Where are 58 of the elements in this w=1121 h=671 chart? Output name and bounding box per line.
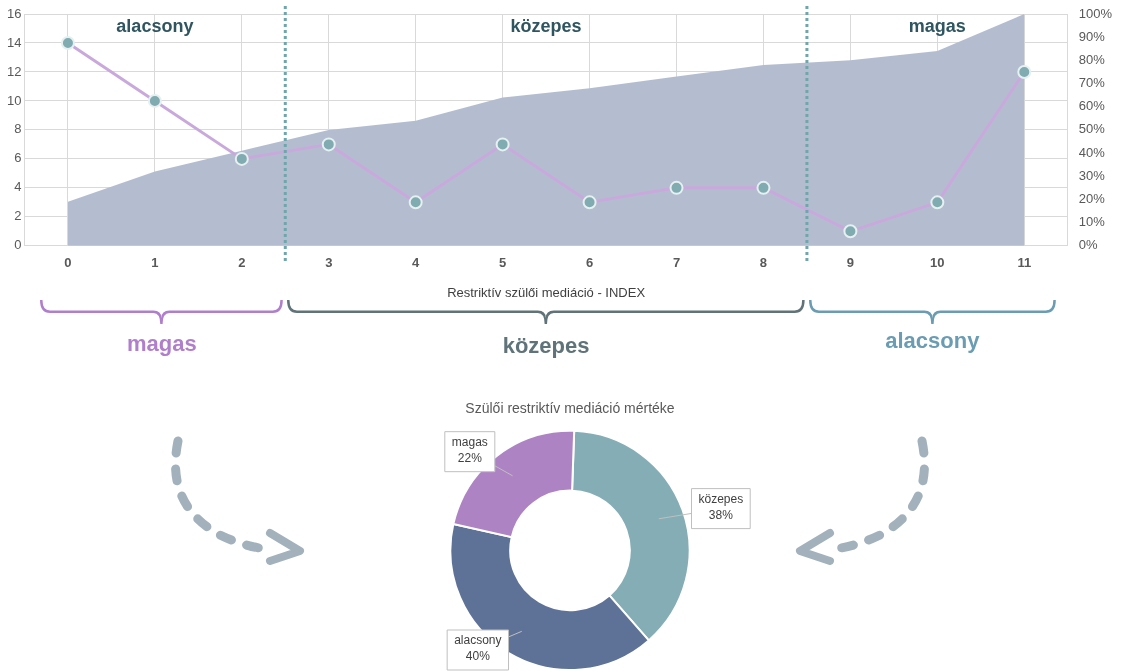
y-tick-label: 4 (14, 179, 22, 195)
y2-tick-label: 60% (1078, 98, 1106, 114)
chart-title: Szülői restriktív mediáció mértéke (465, 400, 675, 417)
text: közepes (502, 333, 590, 359)
y2-tick-label: 40% (1078, 144, 1106, 160)
point (495, 137, 510, 152)
x-tick-label: 10 (930, 255, 945, 271)
point (756, 180, 771, 195)
y2-tick-label: 70% (1078, 75, 1106, 91)
x-tick-label: 3 (325, 255, 333, 271)
y-tick-label: 0 (14, 237, 22, 253)
y2-tick-label: 0% (1078, 237, 1098, 253)
data-label: 40% (465, 649, 491, 664)
x-tick-label: 2 (238, 255, 246, 271)
y2-tick-label: 80% (1078, 51, 1106, 67)
point (408, 195, 423, 210)
x-tick-label: 1 (151, 255, 159, 271)
y2-tick-label: 20% (1078, 191, 1106, 207)
x-tick-label: 7 (672, 255, 681, 271)
x-tick-label: 0 (64, 255, 72, 271)
point (1017, 64, 1032, 79)
slice-label: magas (451, 434, 488, 449)
slice-label: közepes (698, 491, 744, 506)
x-tick-label: 8 (759, 255, 768, 271)
point (669, 180, 684, 195)
y2-tick-label: 100% (1078, 5, 1113, 21)
y2-tick-label: 90% (1078, 28, 1106, 44)
annotation: alacsony (116, 15, 194, 36)
point (843, 224, 858, 239)
point (234, 151, 249, 166)
point (321, 137, 336, 152)
text: alacsony (885, 328, 980, 354)
y-tick-label: 16 (6, 5, 22, 21)
point (930, 195, 945, 210)
annotation: magas (908, 15, 966, 36)
x-tick-label: 5 (499, 255, 507, 271)
data-label: 38% (708, 507, 734, 522)
annotation: közepes (510, 15, 582, 36)
y2-tick-label: 50% (1078, 121, 1106, 137)
point (147, 93, 162, 108)
y2-tick-label: 30% (1078, 167, 1106, 183)
y2-tick-label: 10% (1078, 214, 1106, 230)
y-tick-label: 6 (14, 150, 22, 166)
text: magas (127, 331, 197, 357)
point (60, 35, 75, 50)
slice-label: alacsony (454, 633, 502, 648)
y-tick-label: 14 (6, 34, 22, 50)
y-tick-label: 2 (14, 208, 22, 224)
x-tick-label: 6 (585, 255, 594, 271)
data-label: 22% (457, 450, 483, 465)
y-tick-label: 12 (6, 63, 22, 79)
x-tick-label: 11 (1017, 255, 1032, 271)
x-axis-title: Restriktív szülői mediáció - INDEX (447, 284, 646, 300)
x-tick-label: 9 (846, 255, 855, 271)
x-tick-label: 4 (412, 255, 421, 271)
y-tick-label: 10 (6, 92, 22, 108)
point (582, 195, 597, 210)
y-tick-label: 8 (14, 121, 22, 137)
